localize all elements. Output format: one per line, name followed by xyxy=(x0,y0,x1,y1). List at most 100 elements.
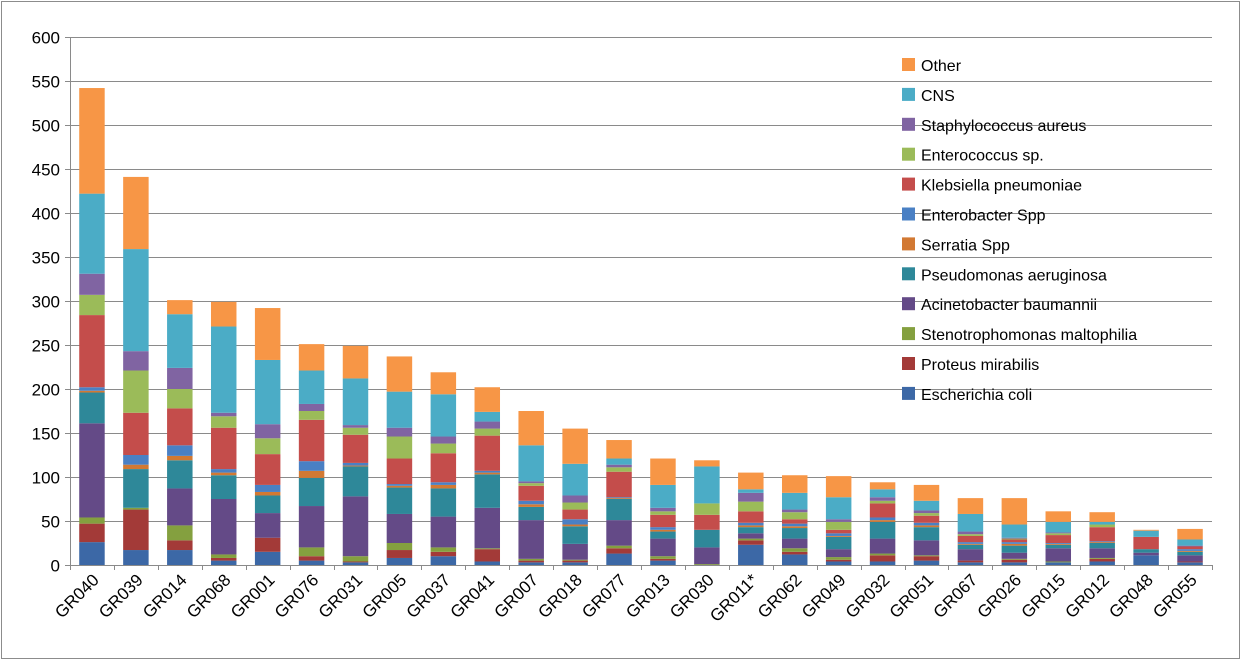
legend-swatch xyxy=(902,58,915,71)
bar-segment xyxy=(167,460,193,489)
bar-segment xyxy=(474,549,501,562)
y-tick-label: 0 xyxy=(51,557,60,576)
bar-segment xyxy=(869,538,896,554)
bar-segment xyxy=(1177,539,1203,546)
bar-segment xyxy=(825,559,852,562)
bar-segment xyxy=(1177,528,1203,540)
y-tick-label: 300 xyxy=(32,293,60,312)
bar-segment xyxy=(781,554,808,565)
bar-segment xyxy=(342,561,369,563)
bar-segment xyxy=(474,474,501,508)
y-tick-label: 50 xyxy=(41,513,60,532)
bar-segment xyxy=(738,527,764,534)
bar-segment xyxy=(1089,561,1115,565)
bar-segment xyxy=(1001,524,1028,538)
bar-segment xyxy=(562,463,588,496)
bar-segment xyxy=(650,558,676,561)
bar-segment xyxy=(1177,561,1203,563)
bar-segment xyxy=(79,387,105,391)
bar-segment xyxy=(386,436,413,459)
x-tick-label: GR015 xyxy=(1018,570,1070,622)
x-tick-label: GR007 xyxy=(490,570,542,622)
bar-segment xyxy=(957,513,984,532)
legend-label: Staphylococcus aureus xyxy=(921,118,1086,135)
bar-segment xyxy=(167,314,193,368)
bar-segment xyxy=(781,528,808,539)
bar-segment xyxy=(298,370,325,404)
bar-segment xyxy=(210,499,237,555)
bar-segment xyxy=(430,372,457,395)
bar-segment xyxy=(694,529,720,548)
bar-segment xyxy=(210,326,237,413)
legend-swatch xyxy=(902,386,915,400)
bar-segment xyxy=(518,411,544,446)
bar-segment xyxy=(474,421,501,429)
bar-segment xyxy=(738,544,764,565)
bar-segment xyxy=(342,466,369,497)
bar-segment xyxy=(386,513,413,543)
bar-segment xyxy=(1001,552,1028,559)
bar-segment xyxy=(1001,539,1028,543)
bar-segment xyxy=(298,470,325,478)
legend-swatch xyxy=(902,357,915,370)
bar-segment xyxy=(869,555,896,562)
bar-segment xyxy=(562,428,588,464)
bar-segment xyxy=(518,520,544,559)
bar-segment xyxy=(79,523,105,543)
bar-segment xyxy=(738,489,764,493)
bar-segment xyxy=(123,509,149,551)
bar-segment xyxy=(1001,543,1028,546)
bar-segment xyxy=(167,540,193,551)
bar-segment xyxy=(825,519,852,522)
bar-segment xyxy=(738,522,764,526)
bar-segment xyxy=(430,484,457,489)
bar-segment xyxy=(1177,545,1203,547)
bar-segment xyxy=(825,561,852,565)
bar-segment xyxy=(123,455,149,465)
bar-segment xyxy=(1045,544,1072,549)
x-tick-label: GR011* xyxy=(706,570,762,626)
bar-segment xyxy=(781,512,808,520)
bar-segment xyxy=(518,558,544,561)
bar-segment xyxy=(518,506,544,521)
bar-segment xyxy=(781,519,808,524)
bar-segment xyxy=(650,529,676,532)
bar-segment xyxy=(781,492,808,510)
bar-segment xyxy=(738,472,764,490)
bar-segment xyxy=(79,273,105,295)
x-tick-label: GR040 xyxy=(51,570,103,622)
bar-segment xyxy=(386,391,413,428)
bar-segment xyxy=(474,435,501,471)
bar-segment xyxy=(738,492,764,502)
bar-segment xyxy=(298,403,325,411)
bar-segment xyxy=(825,521,852,530)
bar-segment xyxy=(298,411,325,420)
bar-segment xyxy=(738,533,764,539)
bar-segment xyxy=(562,559,588,561)
bar-segment xyxy=(254,359,281,425)
bar-segment xyxy=(298,419,325,462)
bar-segment xyxy=(562,495,588,503)
bar-segment xyxy=(210,554,237,558)
bar-segment xyxy=(210,416,237,428)
bar-segment xyxy=(430,453,457,483)
bar-segment xyxy=(518,562,544,565)
bar-segment xyxy=(210,412,237,417)
bar-segment xyxy=(254,537,281,552)
bar-segment xyxy=(298,344,325,371)
bar-segment xyxy=(1001,498,1028,525)
bar-segment xyxy=(606,498,632,499)
bar-segment xyxy=(694,564,720,565)
legend-label: Proteus mirabilis xyxy=(921,357,1039,374)
x-tick-label: GR014 xyxy=(139,570,191,622)
bar-segment xyxy=(1089,541,1115,543)
bar-segment xyxy=(781,509,808,513)
y-tick-label: 350 xyxy=(32,249,60,268)
bar-segment xyxy=(430,436,457,444)
legend-label: CNS xyxy=(921,88,955,105)
bar-segment xyxy=(254,513,281,538)
bar-segment xyxy=(825,557,852,560)
legend-label: Enterobacter Spp xyxy=(921,208,1046,225)
bar-segment xyxy=(123,370,149,413)
